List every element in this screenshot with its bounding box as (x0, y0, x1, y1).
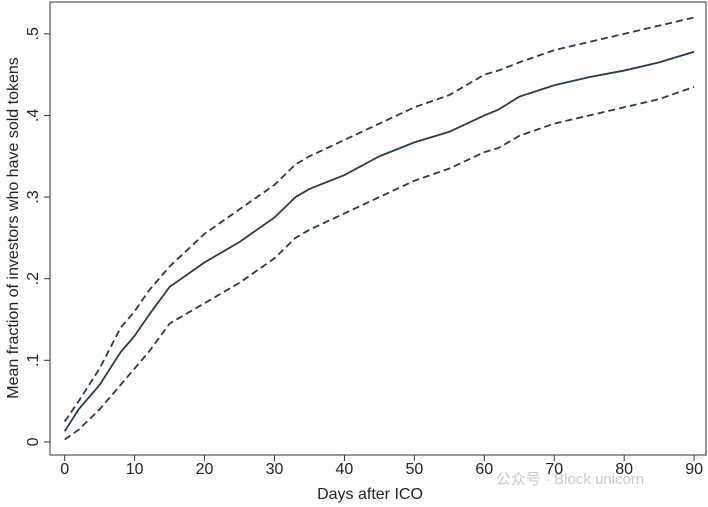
y-tick-label: .1 (25, 354, 42, 367)
series-line (63, 50, 695, 432)
x-tick-label: 30 (266, 461, 284, 478)
x-tick-label: 20 (196, 461, 214, 478)
series-line (63, 16, 695, 423)
x-axis-label: Days after ICO (317, 486, 423, 503)
y-tick-label: .4 (25, 109, 42, 122)
y-tick-label: .5 (25, 27, 42, 40)
x-tick-label: 40 (336, 461, 354, 478)
x-tick-label: 80 (615, 461, 633, 478)
watermark: 公众号 · Block unicorn (496, 471, 644, 488)
x-tick-label: 10 (126, 461, 144, 478)
y-axis-label: Mean fraction of investors who have sold… (5, 57, 22, 399)
y-tick-label: .3 (25, 190, 42, 203)
x-tick-label: 60 (475, 461, 493, 478)
x-tick-label: 70 (545, 461, 563, 478)
x-tick-label: 0 (60, 461, 69, 478)
y-tick-label: .2 (25, 272, 42, 285)
y-tick-label: 0 (25, 437, 42, 446)
x-tick-label: 50 (405, 461, 423, 478)
x-tick-label: 90 (685, 461, 703, 478)
series-line (64, 86, 695, 441)
plot-frame (49, 1, 707, 456)
